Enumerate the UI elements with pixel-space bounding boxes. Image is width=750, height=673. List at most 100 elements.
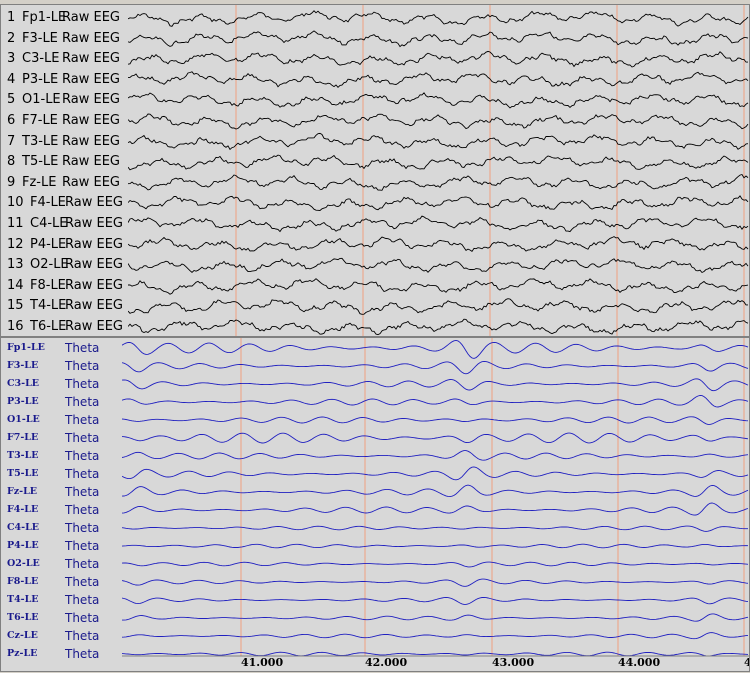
channel-label: 2 F3-LE Raw EEG bbox=[7, 30, 125, 48]
band-name: Theta bbox=[65, 485, 100, 499]
channel-name: Fp1-LE bbox=[22, 10, 67, 25]
channel-number: 3 bbox=[7, 51, 16, 67]
band-name: Theta bbox=[65, 593, 100, 607]
channel-type: Raw EEG bbox=[62, 133, 120, 149]
theta-trace bbox=[122, 613, 749, 622]
theta-trace bbox=[122, 378, 749, 392]
theta-trace bbox=[122, 651, 749, 657]
channel-name: O1-LE bbox=[7, 414, 40, 425]
channel-name: T5-LE bbox=[7, 468, 39, 479]
band-name: Theta bbox=[65, 575, 100, 589]
channel-type: Raw EEG bbox=[62, 10, 120, 25]
channel-name: O2-LE bbox=[7, 558, 40, 569]
channel-label: C4-LE Theta bbox=[7, 520, 119, 536]
channel-name: Fp1-LE bbox=[7, 342, 45, 353]
channel-number: 14 bbox=[7, 277, 24, 293]
band-name: Theta bbox=[65, 377, 100, 391]
channel-name: T5-LE bbox=[22, 154, 59, 170]
channel-type: Raw EEG bbox=[65, 319, 123, 334]
theta-trace bbox=[122, 484, 749, 498]
theta-trace bbox=[122, 450, 749, 461]
channel-name: C3-LE bbox=[22, 51, 60, 67]
band-name: Theta bbox=[65, 629, 100, 643]
channel-label: 10 F4-LE Raw EEG bbox=[7, 194, 125, 212]
channel-type: Raw EEG bbox=[65, 298, 123, 314]
theta-trace bbox=[122, 632, 749, 640]
band-name: Theta bbox=[65, 395, 100, 409]
channel-label: 6 F7-LE Raw EEG bbox=[7, 112, 125, 130]
raw-trace bbox=[128, 195, 749, 211]
channel-number: 13 bbox=[7, 257, 24, 273]
channel-type: Raw EEG bbox=[62, 30, 120, 46]
channel-number: 6 bbox=[7, 113, 16, 128]
channel-number: 8 bbox=[7, 154, 16, 170]
raw-trace bbox=[128, 154, 749, 171]
band-name: Theta bbox=[65, 431, 100, 445]
raw-trace bbox=[128, 10, 749, 27]
raw-trace bbox=[128, 71, 749, 88]
theta-trace bbox=[122, 502, 749, 516]
band-name: Theta bbox=[65, 611, 100, 625]
raw-trace bbox=[128, 30, 749, 48]
channel-label: 3 C3-LE Raw EEG bbox=[7, 50, 125, 68]
theta-trace bbox=[122, 525, 748, 532]
raw-trace bbox=[128, 236, 749, 253]
channel-name: F4-LE bbox=[30, 195, 66, 211]
channel-name: F7-LE bbox=[7, 432, 39, 443]
channel-name: T3-LE bbox=[7, 450, 39, 461]
raw-traces bbox=[128, 5, 749, 336]
theta-trace bbox=[122, 339, 749, 359]
band-name: Theta bbox=[65, 503, 100, 517]
channel-name: C4-LE bbox=[30, 216, 68, 231]
channel-name: T6-LE bbox=[30, 319, 67, 334]
channel-name: P3-LE bbox=[7, 396, 39, 407]
channel-label: Fz-LE Theta bbox=[7, 484, 119, 500]
theta-panel: Fp1-LE Theta F3-LE Theta C3-LE Theta P3-LE Thet… bbox=[0, 337, 750, 672]
channel-label: T6-LE Theta bbox=[7, 610, 119, 626]
raw-trace bbox=[128, 318, 749, 336]
channel-type: Raw EEG bbox=[65, 216, 123, 231]
channel-number: 7 bbox=[7, 133, 16, 149]
channel-name: Fz-LE bbox=[22, 174, 57, 190]
channel-label: 16 T6-LE Raw EEG bbox=[7, 318, 125, 336]
theta-trace bbox=[122, 360, 749, 375]
channel-type: Raw EEG bbox=[65, 277, 123, 293]
raw-trace bbox=[128, 257, 749, 274]
channel-name: C3-LE bbox=[7, 378, 40, 389]
theta-trace bbox=[122, 561, 749, 568]
channel-type: Raw EEG bbox=[62, 51, 120, 67]
time-label: 45.000 bbox=[744, 656, 749, 669]
channel-type: Raw EEG bbox=[62, 113, 120, 128]
channel-label: Pz-LE Theta bbox=[7, 646, 119, 662]
channel-type: Raw EEG bbox=[62, 71, 120, 87]
time-label: 41.000 bbox=[241, 656, 283, 669]
band-name: Theta bbox=[65, 521, 100, 535]
time-label: 44.000 bbox=[618, 656, 660, 669]
theta-trace bbox=[122, 432, 749, 444]
channel-label: 1 Fp1-LE Raw EEG bbox=[7, 9, 125, 27]
theta-trace bbox=[122, 394, 749, 408]
channel-name: O2-LE bbox=[30, 257, 69, 273]
raw-trace bbox=[128, 113, 749, 130]
channel-type: Raw EEG bbox=[65, 257, 123, 273]
channel-label: F4-LE Theta bbox=[7, 502, 119, 518]
channel-label: 14 F8-LE Raw EEG bbox=[7, 277, 125, 295]
channel-type: Raw EEG bbox=[65, 195, 123, 211]
channel-name: T4-LE bbox=[7, 594, 39, 605]
channel-label: T5-LE Theta bbox=[7, 466, 119, 482]
channel-label: F8-LE Theta bbox=[7, 574, 119, 590]
channel-number: 9 bbox=[7, 174, 16, 190]
channel-name: P3-LE bbox=[22, 71, 59, 87]
channel-label: P3-LE Theta bbox=[7, 394, 119, 410]
channel-type: Raw EEG bbox=[62, 154, 120, 170]
channel-name: F7-LE bbox=[22, 113, 58, 128]
time-label: 42.000 bbox=[365, 656, 407, 669]
channel-number: 1 bbox=[7, 10, 16, 25]
channel-name: C4-LE bbox=[7, 522, 40, 533]
channel-label: P4-LE Theta bbox=[7, 538, 119, 554]
channel-label: 4 P3-LE Raw EEG bbox=[7, 71, 125, 89]
channel-label: 8 T5-LE Raw EEG bbox=[7, 153, 125, 171]
channel-name: T6-LE bbox=[7, 612, 39, 623]
channel-label: 13 O2-LE Raw EEG bbox=[7, 256, 125, 274]
band-name: Theta bbox=[65, 467, 100, 481]
